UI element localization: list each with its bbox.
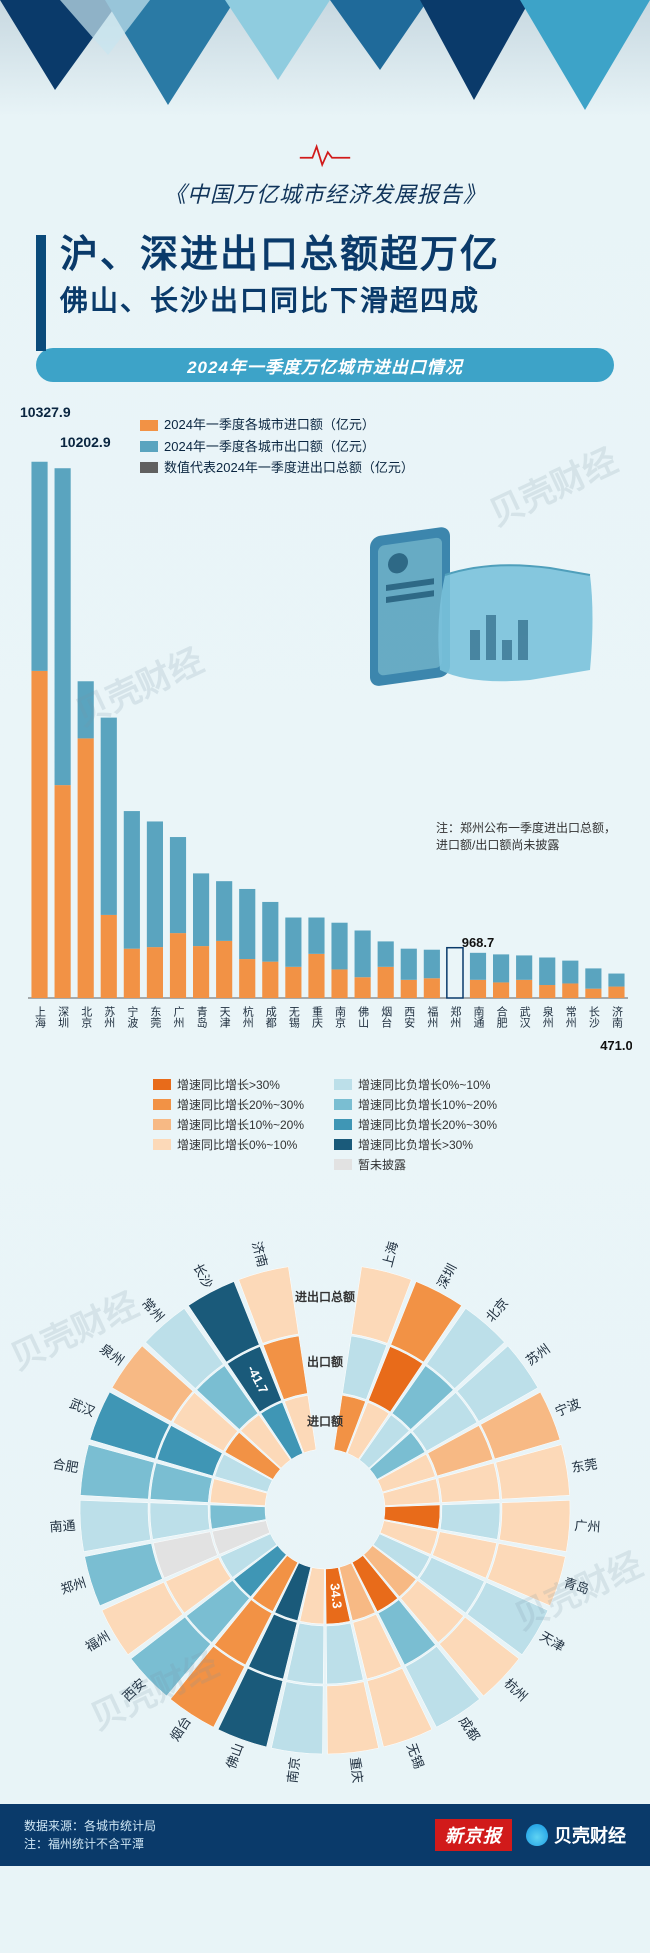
- shell-icon: [526, 1824, 548, 1846]
- chart-note: 注：郑州公布一季度进出口总额，进口额/出口额尚未披露: [436, 820, 626, 854]
- svg-text:上海: 上海: [380, 1240, 401, 1269]
- growth-legend: 增速同比增长>30%增速同比增长20%~30%增速同比增长10%~20%增速同比…: [0, 1068, 650, 1184]
- svg-text:北京: 北京: [483, 1296, 511, 1325]
- svg-text:武汉: 武汉: [67, 1396, 97, 1420]
- peak-value-2: 10202.9: [60, 434, 111, 450]
- svg-text:成都: 成都: [264, 1006, 277, 1028]
- svg-text:出口额: 出口额: [307, 1354, 343, 1369]
- svg-text:济南: 济南: [610, 1005, 623, 1028]
- svg-text:烟台: 烟台: [167, 1714, 194, 1744]
- headline-line-1: 沪、深进出口总额超万亿: [60, 231, 614, 280]
- svg-text:合肥: 合肥: [52, 1457, 80, 1476]
- svg-text:重庆: 重庆: [347, 1757, 365, 1785]
- svg-text:常州: 常州: [139, 1296, 167, 1325]
- brand-beike: 贝壳财经: [526, 1822, 626, 1848]
- svg-text:青岛: 青岛: [562, 1575, 591, 1597]
- svg-text:南通: 南通: [49, 1518, 76, 1535]
- chart-illustration: [350, 520, 610, 720]
- header-triangles: [0, 0, 650, 130]
- svg-text:天津: 天津: [537, 1629, 567, 1655]
- report-series-title: 《中国万亿城市经济发展报告》: [0, 177, 650, 209]
- svg-text:合肥: 合肥: [495, 1005, 508, 1028]
- svg-text:佛山: 佛山: [357, 1006, 370, 1028]
- brand-xinjingbao: 新京报: [435, 1819, 512, 1851]
- svg-text:郑州: 郑州: [59, 1575, 88, 1597]
- svg-text:深圳: 深圳: [434, 1261, 459, 1291]
- svg-text:福州: 福州: [426, 1005, 439, 1028]
- svg-text:34.3: 34.3: [327, 1583, 345, 1610]
- header-banner: [0, 0, 650, 130]
- svg-text:968.7: 968.7: [462, 935, 495, 950]
- svg-text:广州: 广州: [574, 1518, 601, 1535]
- svg-text:济南: 济南: [249, 1240, 270, 1269]
- svg-text:东莞: 东莞: [149, 1006, 162, 1029]
- svg-text:进出口总额: 进出口总额: [295, 1289, 355, 1304]
- svg-text:无锡: 无锡: [404, 1742, 427, 1772]
- svg-text:北京: 北京: [80, 1006, 93, 1029]
- svg-text:西安: 西安: [403, 1006, 416, 1029]
- svg-text:471.0: 471.0: [600, 1038, 632, 1053]
- section-label-pill: 2024年一季度万亿城市进出口情况: [36, 348, 614, 382]
- svg-text:泉州: 泉州: [541, 1005, 554, 1028]
- svg-text:常州: 常州: [564, 1006, 577, 1028]
- svg-text:西安: 西安: [120, 1676, 149, 1705]
- svg-text:上海: 上海: [34, 1006, 47, 1029]
- pulse-icon: [297, 140, 353, 170]
- svg-text:杭州: 杭州: [241, 1005, 254, 1028]
- svg-text:烟台: 烟台: [380, 1005, 393, 1028]
- bar-chart-legend: 2024年一季度各城市进口额（亿元） 2024年一季度各城市出口额（亿元） 数值…: [140, 414, 414, 478]
- svg-text:武汉: 武汉: [518, 1006, 531, 1029]
- report-title-block: 《中国万亿城市经济发展报告》: [0, 140, 650, 209]
- svg-text:郑州: 郑州: [449, 1005, 462, 1028]
- svg-text:泉州: 泉州: [97, 1341, 127, 1368]
- svg-text:南京: 南京: [334, 1006, 347, 1029]
- svg-text:青岛: 青岛: [195, 1006, 208, 1029]
- svg-text:广州: 广州: [172, 1006, 185, 1028]
- svg-text:杭州: 杭州: [501, 1676, 530, 1705]
- svg-text:长沙: 长沙: [587, 1006, 600, 1028]
- svg-text:深圳: 深圳: [57, 1006, 70, 1028]
- svg-text:苏州: 苏州: [103, 1006, 116, 1028]
- svg-text:南京: 南京: [285, 1757, 303, 1785]
- data-note: 注：福州统计不含平潭: [24, 1835, 156, 1853]
- svg-text:无锡: 无锡: [287, 1006, 300, 1029]
- svg-text:成都: 成都: [456, 1714, 483, 1744]
- peak-value-1: 10327.9: [20, 404, 111, 420]
- polar-chart-svg: 上海深圳北京苏州宁波东莞广州青岛天津杭州成都无锡重庆 南京 佛山烟台西安福州 郑州 南通…: [25, 1184, 625, 1804]
- stacked-bar-chart: 贝壳财经 贝壳财经 10327.9 10202.9 2024年一季度各城市进口额…: [0, 400, 650, 1068]
- svg-text:天津: 天津: [218, 1006, 231, 1028]
- polar-chart: 贝壳财经 贝壳财经 贝壳财经 上海深圳北京苏州宁波东莞广州青岛天津杭州成都无锡重…: [25, 1184, 625, 1804]
- svg-text:长沙: 长沙: [190, 1261, 215, 1291]
- headline: 沪、深进出口总额超万亿 佛山、长沙出口同比下滑超四成: [0, 231, 650, 322]
- footer: 数据来源：各城市统计局 注：福州统计不含平潭 新京报 贝壳财经: [0, 1804, 650, 1866]
- svg-text:宁波: 宁波: [126, 1005, 139, 1029]
- svg-text:重庆: 重庆: [310, 1005, 323, 1029]
- svg-text:宁波: 宁波: [553, 1396, 583, 1420]
- svg-text:苏州: 苏州: [523, 1341, 553, 1368]
- svg-text:福州: 福州: [83, 1629, 113, 1655]
- svg-text:佛山: 佛山: [223, 1742, 246, 1772]
- data-source: 数据来源：各城市统计局: [24, 1817, 156, 1835]
- svg-text:进口额: 进口额: [307, 1414, 343, 1429]
- section-label: 2024年一季度万亿城市进出口情况: [187, 353, 463, 378]
- svg-text:南通: 南通: [472, 1006, 485, 1028]
- headline-line-2: 佛山、长沙出口同比下滑超四成: [60, 280, 614, 322]
- svg-text:东莞: 东莞: [570, 1457, 598, 1476]
